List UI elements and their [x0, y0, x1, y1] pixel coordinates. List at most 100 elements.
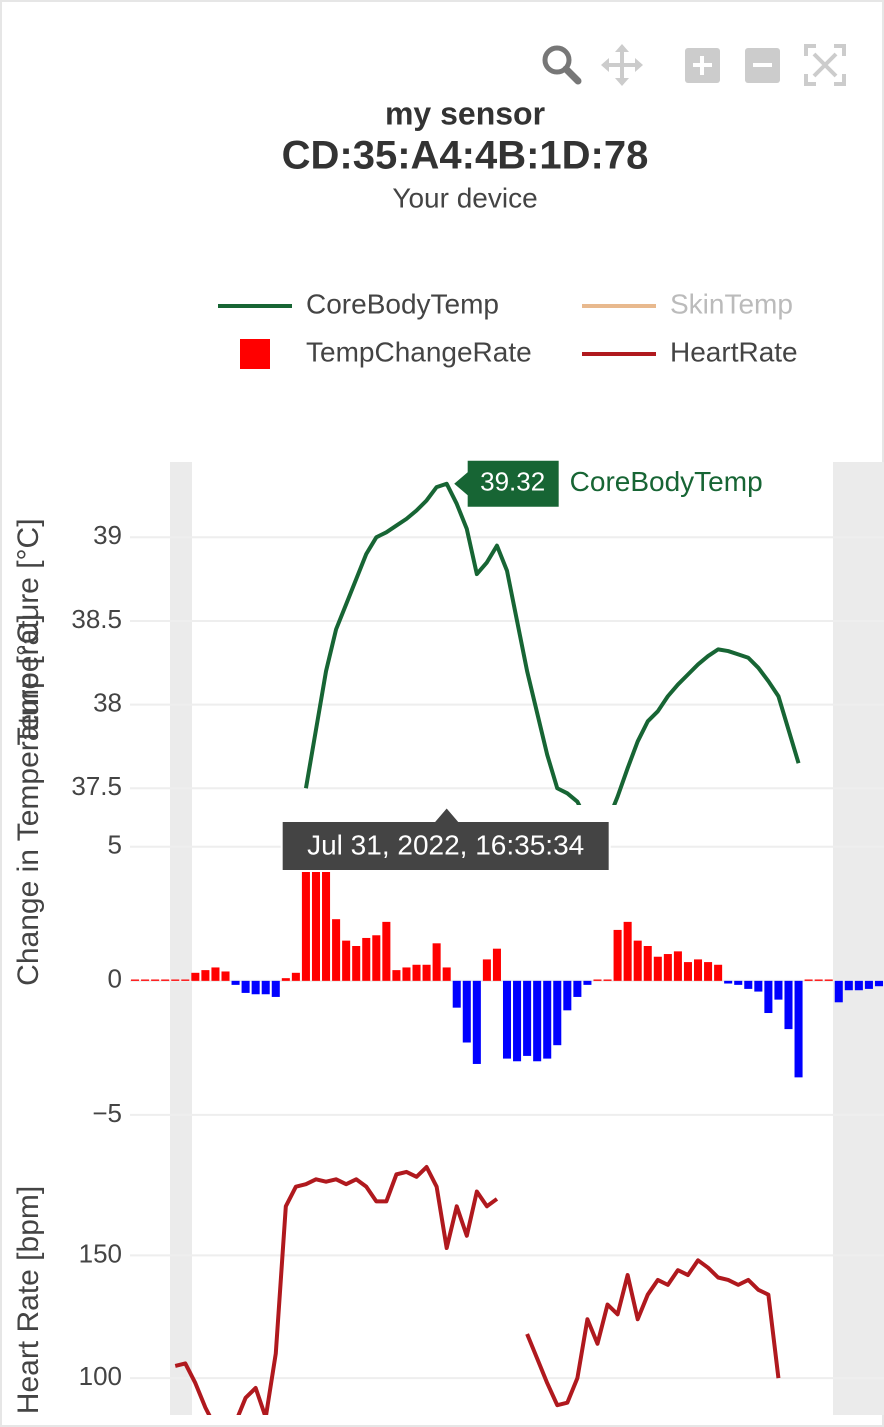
- bar: [704, 962, 713, 981]
- bar: [311, 860, 321, 981]
- bar: [854, 980, 863, 991]
- bar: [432, 943, 441, 981]
- bar: [513, 980, 522, 1062]
- plot-area: [131, 860, 883, 1078]
- bar: [764, 980, 773, 1014]
- bar: [784, 980, 793, 1030]
- bar: [714, 964, 723, 981]
- bar: [623, 921, 632, 981]
- bar: [492, 948, 501, 981]
- zoom-in-button[interactable]: [685, 48, 720, 83]
- bar: [271, 980, 280, 997]
- legend: CoreBodyTemp SkinTemp TempChangeRate Hea…: [218, 288, 798, 369]
- bar: [563, 980, 572, 1011]
- y-axis-title: Temperature [°C]: [12, 518, 45, 745]
- line-series: [303, 481, 801, 805]
- hover-name: CoreBodyTemp: [570, 466, 763, 497]
- bar: [673, 951, 682, 981]
- bar: [804, 979, 813, 981]
- chart-subtitle: Your device: [392, 182, 537, 213]
- bar: [573, 980, 582, 997]
- bar: [131, 979, 140, 981]
- line-series: [174, 1165, 781, 1415]
- bar: [814, 979, 823, 981]
- y-tick-label: 38.5: [71, 604, 122, 634]
- device-id: CD:35:A4:4B:1D:78: [282, 134, 649, 178]
- bar: [593, 979, 602, 981]
- y-tick-label: 38: [93, 687, 122, 717]
- bar: [412, 964, 421, 981]
- bar: [201, 970, 210, 981]
- bar: [231, 980, 240, 985]
- bar: [342, 940, 351, 981]
- bar: [322, 860, 331, 981]
- bar: [864, 980, 873, 989]
- bar: [372, 935, 381, 981]
- reset-button[interactable]: [804, 44, 846, 86]
- bar: [301, 860, 310, 981]
- bar: [502, 980, 512, 1059]
- bar: [161, 979, 170, 981]
- hover-value: 39.32: [480, 467, 545, 497]
- bar: [291, 972, 300, 981]
- bar: [241, 980, 250, 993]
- bar: [392, 970, 401, 981]
- y-axis-title: Heart Rate [bpm]: [12, 1186, 45, 1414]
- bar: [613, 929, 622, 981]
- bar: [754, 980, 763, 992]
- bar: [824, 979, 833, 981]
- bar: [734, 980, 743, 985]
- bar: [683, 962, 692, 981]
- bar: [281, 978, 290, 981]
- bar: [362, 937, 371, 981]
- modebar: [542, 44, 846, 86]
- bar: [744, 980, 753, 989]
- shaded-region: [833, 462, 884, 1415]
- legend-label[interactable]: HeartRate: [670, 336, 798, 367]
- bar: [774, 980, 783, 1000]
- bar: [151, 979, 160, 981]
- y-axis-title: Change in Temperature [°C]: [12, 614, 45, 986]
- bar: [472, 980, 481, 1064]
- legend-label[interactable]: SkinTemp: [670, 288, 793, 319]
- bar: [181, 979, 190, 981]
- chart-title: my sensor: [385, 95, 545, 131]
- hover-x-label: Jul 31, 2022, 16:35:34: [307, 829, 584, 860]
- bar: [663, 954, 672, 981]
- bar: [643, 946, 652, 981]
- bar: [462, 980, 471, 1043]
- y-tick-label: 37.5: [71, 771, 122, 801]
- zoom-out-button[interactable]: [745, 48, 780, 83]
- bar: [352, 946, 361, 981]
- y-tick-label: 0: [108, 964, 122, 994]
- bar: [693, 959, 703, 981]
- bar: [251, 980, 260, 995]
- bar: [543, 980, 552, 1059]
- legend-swatch: [240, 339, 270, 369]
- plot-area: [303, 481, 801, 805]
- bar: [171, 979, 180, 981]
- bar: [191, 972, 200, 981]
- bar: [834, 980, 843, 1003]
- bar: [874, 980, 883, 987]
- bar: [141, 979, 150, 981]
- bar: [523, 980, 532, 1056]
- bar: [382, 921, 391, 981]
- bar: [211, 967, 220, 981]
- legend-label[interactable]: TempChangeRate: [306, 336, 532, 367]
- bar: [653, 956, 662, 981]
- plot-area: [174, 1165, 781, 1415]
- bar: [221, 971, 230, 981]
- bar: [603, 979, 612, 981]
- bar: [844, 980, 853, 991]
- zoom-button[interactable]: [542, 45, 582, 85]
- bar: [533, 980, 542, 1062]
- legend-label[interactable]: CoreBodyTemp: [306, 288, 499, 319]
- y-tick-label: 100: [79, 1361, 122, 1391]
- pan-button[interactable]: [601, 44, 643, 86]
- bar: [402, 967, 411, 981]
- bar: [332, 919, 341, 981]
- bar: [724, 980, 733, 984]
